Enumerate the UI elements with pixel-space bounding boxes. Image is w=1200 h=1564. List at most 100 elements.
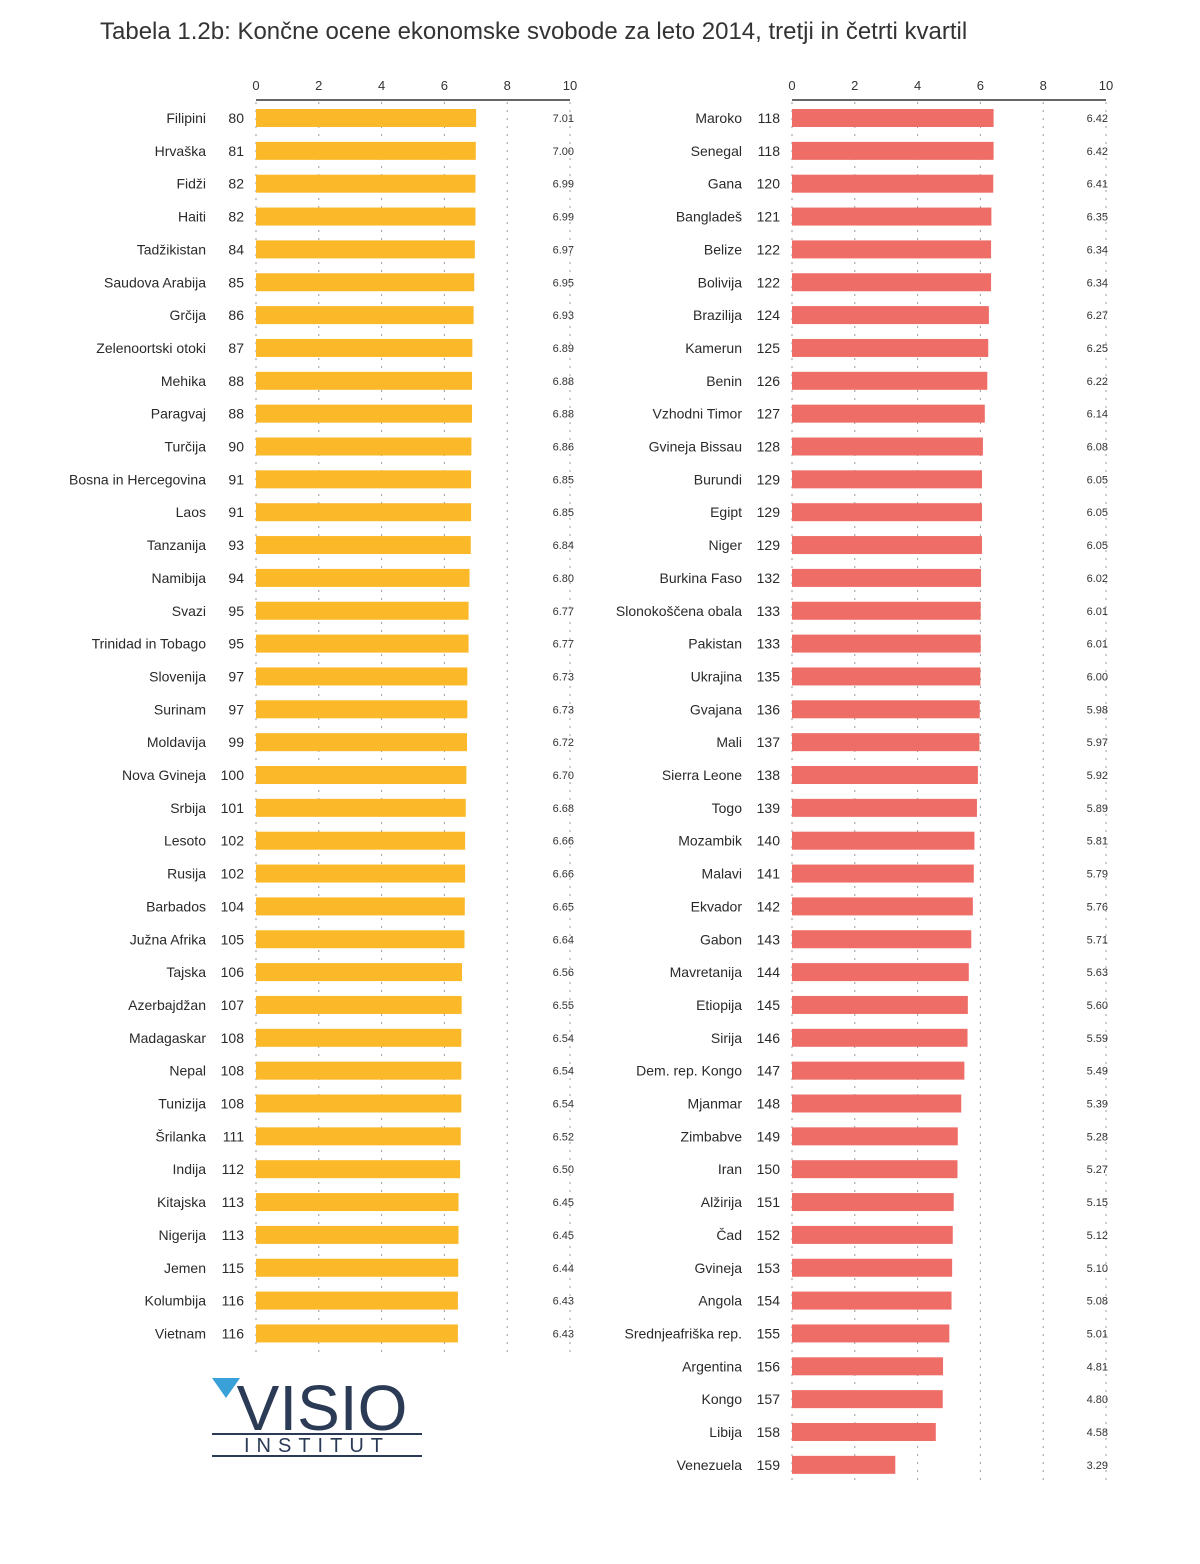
right-category-label: Mozambik (678, 833, 743, 849)
right-category-label: Kongo (702, 1391, 743, 1407)
left-bar (256, 831, 466, 850)
right-bar (792, 1061, 965, 1080)
right-value-label: 5.97 (1087, 737, 1108, 749)
right-value-label: 6.05 (1087, 507, 1108, 519)
left-bar (256, 1225, 459, 1244)
right-category-label: Gvineja (695, 1260, 743, 1276)
right-bar (792, 273, 992, 292)
left-value-label: 6.95 (553, 277, 574, 289)
right-category-label: Mali (716, 734, 742, 750)
left-bar (256, 568, 470, 587)
right-category-label: Malavi (702, 866, 742, 882)
right-bar (792, 503, 982, 522)
right-value-label: 5.59 (1087, 1033, 1108, 1045)
left-rank-label: 101 (221, 800, 245, 816)
left-category-label: Lesoto (164, 833, 206, 849)
right-category-label: Niger (709, 537, 743, 553)
left-category-label: Tunizija (158, 1096, 206, 1112)
right-value-label: 5.63 (1087, 967, 1108, 979)
right-rank-label: 136 (757, 701, 781, 717)
right-rank-label: 151 (757, 1194, 781, 1210)
left-bar (256, 963, 462, 982)
right-bar (792, 930, 972, 949)
left-rank-label: 91 (228, 471, 244, 487)
left-category-label: Vietnam (155, 1325, 206, 1341)
right-value-label: 6.08 (1087, 442, 1108, 454)
left-category-label: Tanzanija (147, 537, 206, 553)
right-rank-label: 147 (757, 1063, 781, 1079)
left-bar (256, 371, 473, 390)
right-rank-label: 122 (757, 274, 781, 290)
right-bar-chart: 0 2 4 6 8 10 Maroko 118 6.42 Senegal 118 6.42 Gana 12… (616, 78, 1113, 1484)
right-bar (792, 1258, 953, 1277)
right-rank-label: 155 (757, 1325, 781, 1341)
left-rank-label: 86 (228, 307, 244, 323)
right-category-label: Slonokoščena obala (616, 603, 742, 619)
left-value-label: 7.01 (553, 113, 574, 125)
left-tick-label: 8 (504, 78, 511, 93)
left-rank-label: 100 (221, 767, 245, 783)
left-category-label: Trinidad in Tobago (92, 636, 207, 652)
left-rank-label: 111 (223, 1128, 244, 1144)
left-category-label: Hrvaška (155, 143, 207, 159)
left-category-label: Južna Afrika (130, 931, 206, 947)
right-bar (792, 1160, 958, 1179)
right-bar (792, 864, 974, 883)
left-category-label: Kolumbija (145, 1293, 207, 1309)
right-rank-label: 144 (757, 964, 781, 980)
right-rank-label: 159 (757, 1457, 781, 1473)
left-bar (256, 1324, 458, 1343)
left-rank-label: 95 (228, 636, 244, 652)
right-bar (792, 437, 983, 456)
right-rank-label: 132 (757, 570, 781, 586)
left-rank-label: 115 (222, 1260, 245, 1276)
right-rank-label: 140 (757, 833, 781, 849)
right-bar (792, 1390, 943, 1409)
left-rank-label: 90 (228, 439, 244, 455)
right-value-label: 6.01 (1087, 606, 1108, 618)
right-value-label: 6.34 (1087, 277, 1108, 289)
right-bar (792, 1127, 958, 1146)
right-rank-label: 133 (757, 603, 781, 619)
left-value-label: 6.86 (553, 442, 574, 454)
right-value-label: 6.42 (1087, 146, 1108, 158)
left-category-label: Surinam (154, 701, 206, 717)
logo-subtitle: INSTITUT (244, 1435, 390, 1457)
right-bar (792, 207, 992, 226)
right-bar (792, 897, 973, 916)
left-rank-label: 95 (228, 603, 244, 619)
right-bar (792, 1423, 936, 1441)
right-bar (792, 634, 981, 653)
left-value-label: 6.99 (553, 179, 574, 191)
right-value-label: 5.81 (1087, 836, 1108, 848)
left-bar (256, 667, 468, 686)
left-rank-label: 81 (228, 143, 244, 159)
left-rank-label: 108 (221, 1063, 245, 1079)
right-category-label: Benin (706, 373, 742, 389)
left-category-label: Grčija (169, 307, 206, 323)
left-value-label: 6.85 (553, 474, 574, 486)
left-value-label: 6.84 (553, 540, 574, 552)
right-category-label: Argentina (682, 1358, 742, 1374)
right-value-label: 5.10 (1087, 1263, 1108, 1275)
right-bar (792, 1193, 954, 1212)
right-category-label: Bolivija (698, 274, 743, 290)
right-category-label: Mavretanija (670, 964, 743, 980)
left-tick-label: 6 (441, 78, 448, 93)
left-bar (256, 174, 476, 193)
left-category-label: Moldavija (147, 734, 206, 750)
right-category-label: Pakistan (688, 636, 742, 652)
right-value-label: 5.71 (1087, 934, 1108, 946)
right-rank-label: 138 (757, 767, 781, 783)
left-bar (256, 930, 465, 949)
left-category-label: Svazi (172, 603, 206, 619)
left-value-label: 6.97 (553, 244, 574, 256)
left-category-label: Namibija (152, 570, 207, 586)
left-bar (256, 404, 473, 423)
right-chart-panel: 0 2 4 6 8 10 Maroko 118 6.42 Senegal 118 6.42 Gana 12… (600, 62, 1200, 1502)
right-category-label: Iran (718, 1161, 742, 1177)
right-rank-label: 146 (757, 1030, 781, 1046)
right-bar (792, 240, 992, 259)
right-value-label: 6.05 (1087, 540, 1108, 552)
right-category-label: Gvineja Bissau (649, 439, 742, 455)
